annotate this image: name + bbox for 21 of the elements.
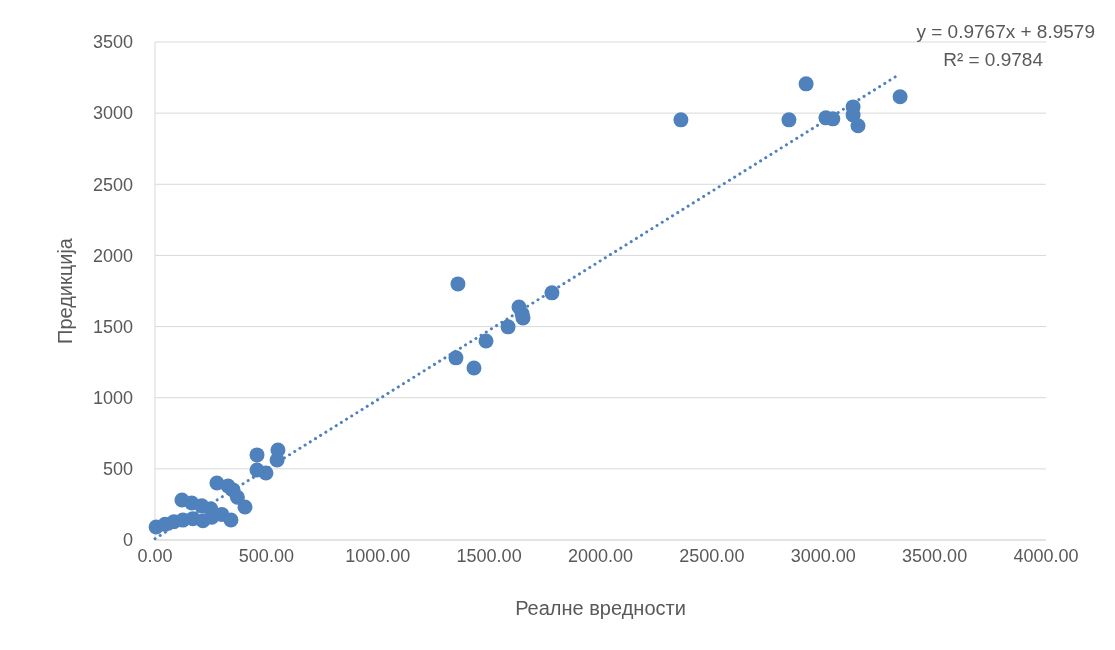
x-tick-label: 3000.00 xyxy=(790,546,856,566)
y-tick-label: 2000 xyxy=(92,245,133,266)
y-tick-label: 3000 xyxy=(92,103,133,124)
y-tick-label: 3500 xyxy=(92,32,133,53)
y-tick-label: 500 xyxy=(102,459,133,480)
y-axis-title: Предикција xyxy=(54,237,76,344)
x-tick-label: 2500.00 xyxy=(679,546,745,566)
x-tick-label: 4000.00 xyxy=(1013,546,1079,566)
y-tick-label: 2500 xyxy=(92,174,133,195)
x-tick-label: 2000.00 xyxy=(567,546,634,566)
x-axis-title: Реалне вредности xyxy=(515,597,686,619)
y-tick-label: 1500 xyxy=(92,316,133,337)
y-tick-label: 1000 xyxy=(92,388,133,409)
x-tick-label: 0.00 xyxy=(137,546,173,566)
x-tick-label: 500.00 xyxy=(238,546,294,566)
y-tick-label: 0 xyxy=(122,530,133,551)
annotation: y = 0.9767x + 8.9579 xyxy=(916,21,1095,42)
x-tick-label: 3500.00 xyxy=(902,546,968,566)
x-tick-label: 1000.00 xyxy=(345,546,411,566)
annotation: R² = 0.9784 xyxy=(943,49,1044,70)
x-tick-label: 1500.00 xyxy=(456,546,522,566)
